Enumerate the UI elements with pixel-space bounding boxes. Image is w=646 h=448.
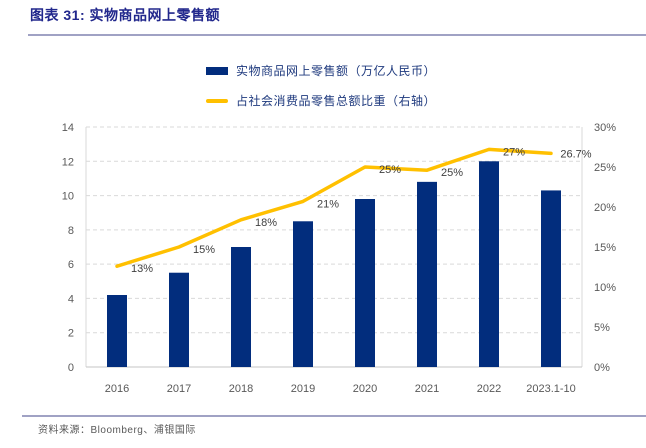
bar-2023.1-10	[541, 190, 561, 367]
source-text: Bloomberg、浦银国际	[90, 425, 196, 436]
chart-plot-area: 0 2 4 6 8 10 12 14 0% 5% 10% 15% 20% 25% 30% 2016 2017 20…	[0, 108, 646, 408]
left-axis-tick: 10	[62, 191, 74, 203]
x-axis-label: 2019	[291, 383, 315, 395]
line-point-label: 26.7%	[560, 148, 591, 160]
bar-2017	[169, 272, 189, 367]
line-point-label: 21%	[317, 198, 339, 210]
figure-title: 图表 31: 实物商品网上零售额	[30, 7, 221, 23]
legend-item-line: 占社会消费品零售总额比重（右轴）	[206, 92, 436, 109]
ratio-trend-line	[115, 147, 553, 268]
right-axis-tick: 20%	[594, 202, 616, 214]
line-swatch-icon	[206, 98, 228, 103]
bar-2019	[293, 221, 313, 367]
x-axis-label: 2016	[105, 383, 129, 395]
x-axis-label: 2017	[167, 383, 191, 395]
source-label: 资料来源：	[38, 425, 91, 436]
x-axis-label: 2022	[477, 383, 501, 395]
left-axis-tick: 2	[68, 328, 74, 340]
top-divider	[28, 34, 646, 36]
left-axis-tick: 14	[62, 122, 74, 134]
line-point-label: 25%	[441, 167, 463, 179]
right-axis-tick: 5%	[594, 322, 610, 334]
bottom-divider	[22, 415, 646, 417]
line-point-label: 27%	[503, 146, 525, 158]
line-point-label: 13%	[131, 263, 153, 275]
bar-2016	[107, 295, 127, 367]
right-axis-tick: 15%	[594, 242, 616, 254]
right-axis-tick: 30%	[594, 122, 616, 134]
chart-legend: 实物商品网上零售额（万亿人民币） 占社会消费品零售总额比重（右轴）	[206, 62, 436, 109]
line-point-label: 15%	[193, 244, 215, 256]
left-axis-tick: 8	[68, 225, 74, 237]
left-axis-tick: 4	[68, 293, 74, 305]
right-axis-tick: 25%	[594, 162, 616, 174]
bar-2021	[417, 181, 437, 367]
line-point-label: 18%	[255, 217, 277, 229]
x-axis-label: 2020	[353, 383, 377, 395]
bar-2022	[479, 161, 499, 367]
x-axis-label: 2018	[229, 383, 253, 395]
right-axis-tick: 0%	[594, 362, 610, 374]
x-axis-label: 2023.1-10	[526, 383, 576, 395]
bar-2020	[355, 199, 375, 367]
source-note: 资料来源：Bloomberg、浦银国际	[38, 421, 196, 436]
left-axis-tick: 12	[62, 156, 74, 168]
legend-item-bar: 实物商品网上零售额（万亿人民币）	[206, 62, 436, 79]
x-axis-label: 2021	[415, 383, 439, 395]
bar-2018	[231, 247, 251, 367]
left-axis-tick: 6	[68, 259, 74, 271]
legend-label: 占社会消费品零售总额比重（右轴）	[236, 94, 437, 108]
legend-label: 实物商品网上零售额（万亿人民币）	[236, 64, 437, 78]
combo-chart-svg: 0 2 4 6 8 10 12 14 0% 5% 10% 15% 20% 25% 30% 2016 2017 20…	[62, 122, 616, 395]
line-point-label: 25%	[379, 164, 401, 176]
bar-swatch-icon	[206, 66, 228, 75]
left-axis-tick: 0	[68, 362, 74, 374]
right-axis-tick: 10%	[594, 282, 616, 294]
